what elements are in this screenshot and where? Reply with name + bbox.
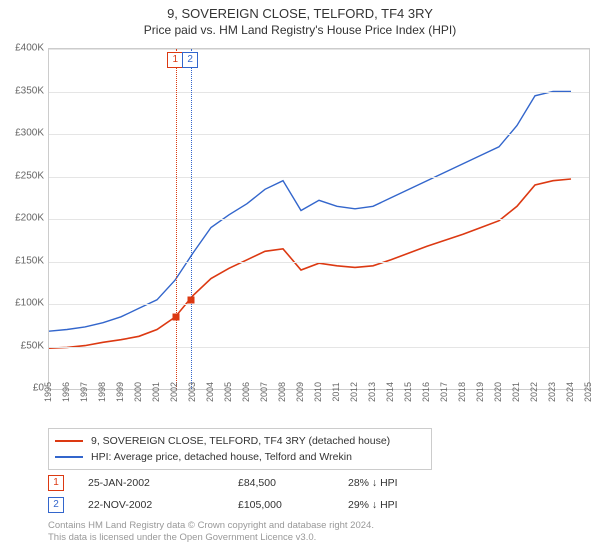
y-tick-label: £400K [15,43,44,54]
x-tick-label: 2002 [169,382,179,402]
transaction-pct-vs-hpi: 29% ↓ HPI [348,499,468,511]
event-index-box: 2 [182,52,198,68]
event-vline [191,49,192,389]
x-tick-label: 2000 [133,382,143,402]
legend-swatch [55,440,83,442]
y-tick-label: £150K [15,255,44,266]
legend-label: 9, SOVEREIGN CLOSE, TELFORD, TF4 3RY (de… [91,435,390,447]
gridline [49,177,589,178]
x-tick-label: 2012 [349,382,359,402]
x-tick-label: 2010 [313,382,323,402]
footnote-line2: This data is licensed under the Open Gov… [48,532,316,543]
x-tick-label: 2025 [583,382,593,402]
gridline [49,262,589,263]
gridline [49,92,589,93]
x-tick-label: 2013 [367,382,377,402]
transaction-index-badge: 2 [48,497,64,513]
x-tick-label: 2004 [205,382,215,402]
y-tick-label: £250K [15,170,44,181]
x-tick-label: 2008 [277,382,287,402]
x-tick-label: 2021 [511,382,521,402]
y-tick-label: £300K [15,128,44,139]
chart-title: 9, SOVEREIGN CLOSE, TELFORD, TF4 3RY [0,0,600,21]
transaction-date: 25-JAN-2002 [88,477,238,489]
x-tick-label: 1997 [79,382,89,402]
x-tick-label: 2018 [457,382,467,402]
event-marker [188,296,195,303]
x-tick-label: 2006 [241,382,251,402]
event-marker [173,314,180,321]
y-tick-label: £350K [15,85,44,96]
x-tick-label: 1995 [43,382,53,402]
legend-label: HPI: Average price, detached house, Telf… [91,451,352,463]
transactions-table: 1 25-JAN-2002£84,50028% ↓ HPI 2 22-NOV-2002… [48,472,468,516]
chart-plot-area [48,48,590,390]
transaction-index-badge: 1 [48,475,64,491]
y-tick-label: £200K [15,213,44,224]
x-tick-label: 2007 [259,382,269,402]
x-tick-label: 2009 [295,382,305,402]
legend-row: 9, SOVEREIGN CLOSE, TELFORD, TF4 3RY (de… [55,433,425,449]
transaction-date: 22-NOV-2002 [88,499,238,511]
y-tick-label: £100K [15,298,44,309]
transaction-pct-vs-hpi: 28% ↓ HPI [348,477,468,489]
x-tick-label: 2014 [385,382,395,402]
x-tick-label: 2024 [565,382,575,402]
x-tick-label: 2001 [151,382,161,402]
x-tick-label: 2005 [223,382,233,402]
series-line-property [49,179,571,348]
gridline [49,49,589,50]
x-tick-label: 1999 [115,382,125,402]
legend-swatch [55,456,83,458]
footnote-line1: Contains HM Land Registry data © Crown c… [48,520,374,531]
x-tick-label: 2023 [547,382,557,402]
series-line-hpi [49,92,571,332]
x-tick-label: 2017 [439,382,449,402]
x-tick-label: 1998 [97,382,107,402]
transaction-price: £84,500 [238,477,348,489]
event-vline [176,49,177,389]
legend-row: HPI: Average price, detached house, Telf… [55,449,425,465]
gridline [49,134,589,135]
gridline [49,304,589,305]
transaction-row: 1 25-JAN-2002£84,50028% ↓ HPI [48,472,468,494]
x-tick-label: 2015 [403,382,413,402]
x-tick-label: 2011 [331,382,341,401]
transaction-price: £105,000 [238,499,348,511]
event-index-box: 1 [167,52,183,68]
x-tick-label: 2022 [529,382,539,402]
x-tick-label: 2019 [475,382,485,402]
chart-subtitle: Price paid vs. HM Land Registry's House … [0,21,600,37]
gridline [49,347,589,348]
x-tick-label: 2020 [493,382,503,402]
footnote: Contains HM Land Registry data © Crown c… [48,520,374,545]
legend: 9, SOVEREIGN CLOSE, TELFORD, TF4 3RY (de… [48,428,432,470]
transaction-row: 2 22-NOV-2002£105,00029% ↓ HPI [48,494,468,516]
gridline [49,219,589,220]
y-tick-label: £50K [21,340,44,351]
x-tick-label: 2016 [421,382,431,402]
x-tick-label: 1996 [61,382,71,402]
x-tick-label: 2003 [187,382,197,402]
